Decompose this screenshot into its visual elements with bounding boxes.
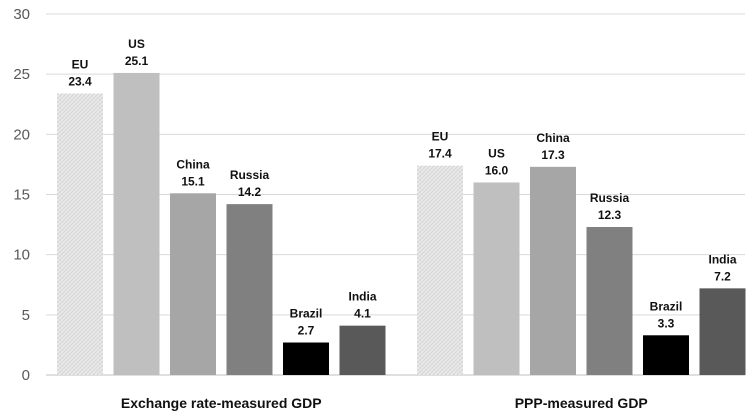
value-label-ppp-russia: 12.3 (598, 208, 622, 222)
value-label-exchange-us: 25.1 (125, 54, 149, 68)
value-label-ppp-india: 7.2 (714, 269, 731, 283)
value-label-exchange-eu: 23.4 (68, 74, 92, 88)
bar-ppp-brazil (643, 335, 689, 375)
category-label-exchange-india: India (348, 290, 376, 304)
category-label-ppp-china: China (536, 131, 570, 145)
bar-ppp-eu (417, 165, 463, 375)
value-label-exchange-india: 4.1 (354, 307, 371, 321)
category-label-ppp-brazil: Brazil (650, 299, 683, 313)
bar-exchange-brazil (283, 342, 329, 375)
value-label-ppp-brazil: 3.3 (658, 316, 675, 330)
bar-ppp-china (530, 166, 576, 375)
category-label-ppp-eu: EU (432, 130, 449, 144)
category-label-ppp-india: India (708, 252, 736, 266)
bar-exchange-russia (226, 204, 273, 375)
value-label-exchange-china: 15.1 (181, 174, 205, 188)
category-label-ppp-russia: Russia (590, 191, 630, 205)
data-labels-layer: EU 23.4 US 25.1 China 15.1 Russia 14.2 Brazil 2.7… (68, 37, 737, 338)
category-label-exchange-us: US (128, 37, 145, 51)
category-label-exchange-brazil: Brazil (290, 307, 323, 321)
bar-exchange-us (113, 72, 160, 376)
y-tick-label-15: 15 (13, 187, 30, 204)
bar-exchange-china (170, 193, 216, 375)
y-tick-label-0: 0 (22, 367, 30, 384)
bar-exchange-india (339, 325, 386, 375)
group-label-ppp: PPP-measured GDP (515, 395, 648, 411)
y-axis-ticks: 0 5 10 15 20 25 30 (13, 6, 30, 384)
value-label-ppp-china: 17.3 (541, 148, 565, 162)
x-axis-group-labels: Exchange rate-measured GDP PPP-measured G… (121, 395, 648, 411)
value-label-exchange-russia: 14.2 (238, 185, 262, 199)
value-label-exchange-brazil: 2.7 (298, 324, 315, 338)
value-label-ppp-us: 16.0 (485, 163, 509, 177)
y-tick-label-10: 10 (13, 247, 30, 264)
y-tick-label-5: 5 (22, 307, 30, 324)
bar-exchange-eu (57, 93, 103, 376)
y-tick-label-25: 25 (13, 66, 30, 83)
bar-ppp-us (473, 182, 520, 375)
category-label-exchange-eu: EU (72, 57, 89, 71)
group-label-exchange: Exchange rate-measured GDP (121, 395, 322, 411)
bar-ppp-india (699, 288, 746, 375)
category-label-exchange-china: China (176, 157, 210, 171)
y-tick-label-20: 20 (13, 126, 30, 143)
bars-layer (57, 72, 746, 376)
bar-ppp-russia (586, 226, 633, 375)
category-label-exchange-russia: Russia (230, 168, 270, 182)
category-label-ppp-us: US (488, 146, 505, 160)
value-label-ppp-eu: 17.4 (428, 147, 452, 161)
grid-layer (46, 13, 745, 376)
y-tick-label-30: 30 (13, 6, 30, 23)
